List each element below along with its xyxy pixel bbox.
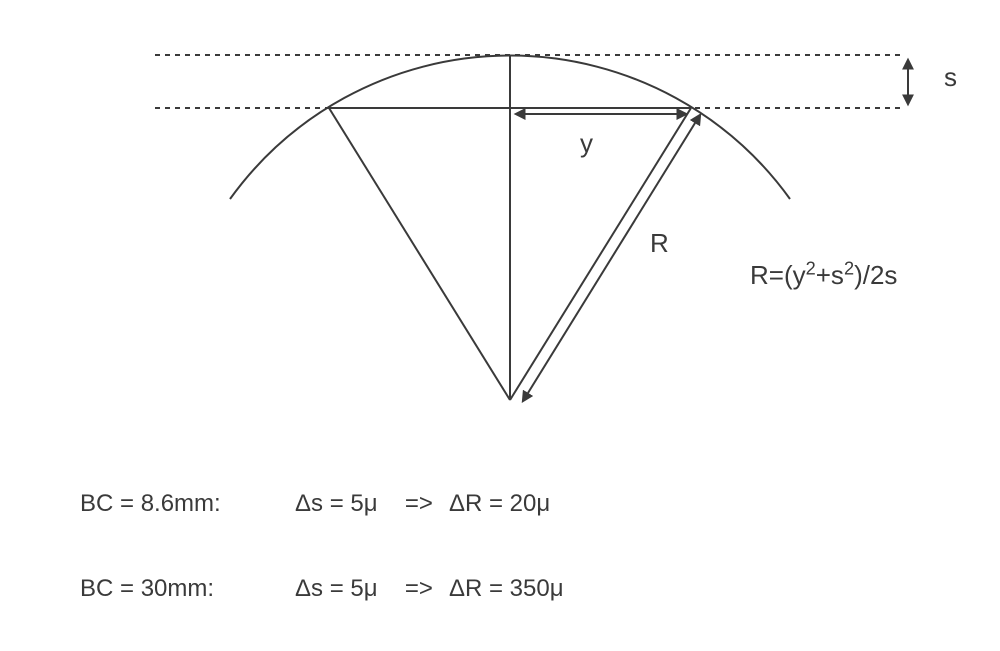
formula-part1: R=(y xyxy=(750,260,806,290)
bc-line1-right: Δs = 5μ => ΔR = 20μ xyxy=(295,490,550,518)
line1-dr: ΔR = 20μ xyxy=(449,490,550,517)
label-y: y xyxy=(580,128,593,159)
line2-ds: Δs = 5μ xyxy=(295,575,378,602)
page: y R s R=(y2+s2)/2s BC = 8.6mm: Δs = 5μ =… xyxy=(0,0,1000,651)
line2-arrow: => xyxy=(405,575,433,602)
label-s: s xyxy=(944,62,957,93)
formula-part2: +s xyxy=(816,260,844,290)
bc-line2-right: Δs = 5μ => ΔR = 350μ xyxy=(295,575,564,603)
line1-arrow: => xyxy=(405,490,433,517)
bc-line1-left: BC = 8.6mm: xyxy=(80,490,221,518)
left-radius xyxy=(329,108,510,400)
line2-dr: ΔR = 350μ xyxy=(449,575,564,602)
line1-ds: Δs = 5μ xyxy=(295,490,378,517)
bc-line2-left: BC = 30mm: xyxy=(80,575,214,603)
label-R: R xyxy=(650,228,669,259)
formula: R=(y2+s2)/2s xyxy=(750,260,897,291)
formula-sup1: 2 xyxy=(806,258,816,278)
geometry-diagram xyxy=(0,0,1000,651)
formula-sup2: 2 xyxy=(844,258,854,278)
formula-part3: )/2s xyxy=(854,260,897,290)
r-dimension-arrow xyxy=(523,115,700,401)
